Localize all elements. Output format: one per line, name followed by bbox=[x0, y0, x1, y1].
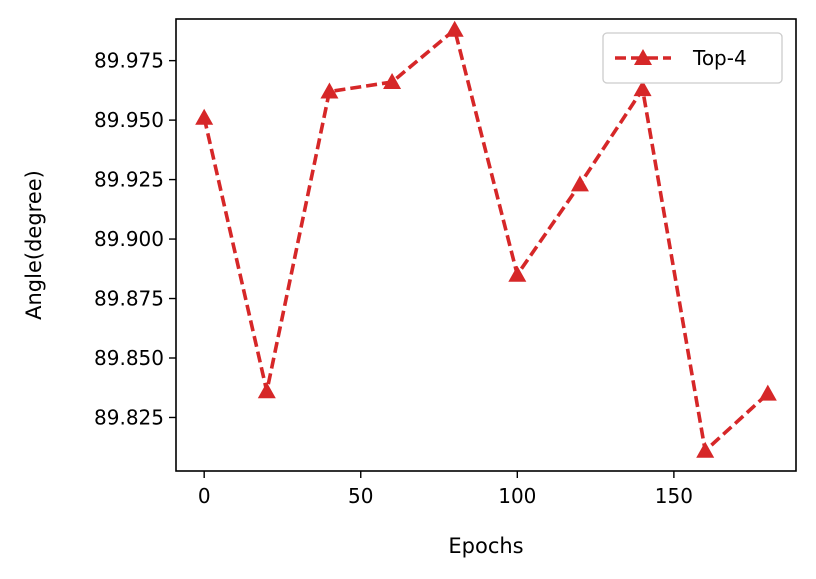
series-layer bbox=[195, 20, 777, 458]
x-axis-ticks: 0 50 100 150 bbox=[198, 471, 693, 508]
data-point-marker bbox=[383, 73, 402, 90]
data-point-marker bbox=[195, 108, 214, 125]
y-tick-label: 89.875 bbox=[94, 287, 164, 311]
plot-frame bbox=[175, 18, 797, 472]
x-tick-label: 50 bbox=[348, 484, 373, 508]
series-line bbox=[202, 26, 770, 455]
y-axis-label: Angle(degree) bbox=[22, 170, 46, 320]
data-point-marker bbox=[633, 80, 652, 97]
y-tick-label: 89.925 bbox=[94, 168, 164, 192]
data-point-marker bbox=[696, 441, 715, 458]
plot-background bbox=[176, 19, 796, 471]
y-tick-label: 89.850 bbox=[94, 346, 164, 370]
data-point-marker bbox=[508, 265, 527, 282]
data-point-marker bbox=[320, 82, 339, 99]
x-tick-label: 0 bbox=[198, 484, 211, 508]
legend-marker-triangle bbox=[634, 49, 652, 65]
data-point-marker bbox=[257, 382, 276, 399]
y-tick-label: 89.825 bbox=[94, 405, 164, 429]
x-tick-label: 150 bbox=[655, 484, 693, 508]
legend: Top-4 bbox=[602, 32, 783, 84]
y-tick-label: 89.950 bbox=[94, 108, 164, 132]
x-tick-label: 100 bbox=[498, 484, 536, 508]
y-axis-ticks: 89.825 89.850 89.875 89.900 89.925 89.950 89.9… bbox=[94, 49, 176, 429]
data-point-marker bbox=[570, 175, 589, 192]
data-point-marker bbox=[758, 384, 777, 401]
y-tick-label: 89.975 bbox=[94, 49, 164, 73]
y-tick-label: 89.900 bbox=[94, 227, 164, 251]
x-axis-label: Epochs bbox=[448, 534, 523, 558]
legend-frame bbox=[602, 32, 783, 84]
data-point-marker bbox=[445, 20, 464, 37]
legend-entry-label: Top-4 bbox=[692, 46, 747, 70]
